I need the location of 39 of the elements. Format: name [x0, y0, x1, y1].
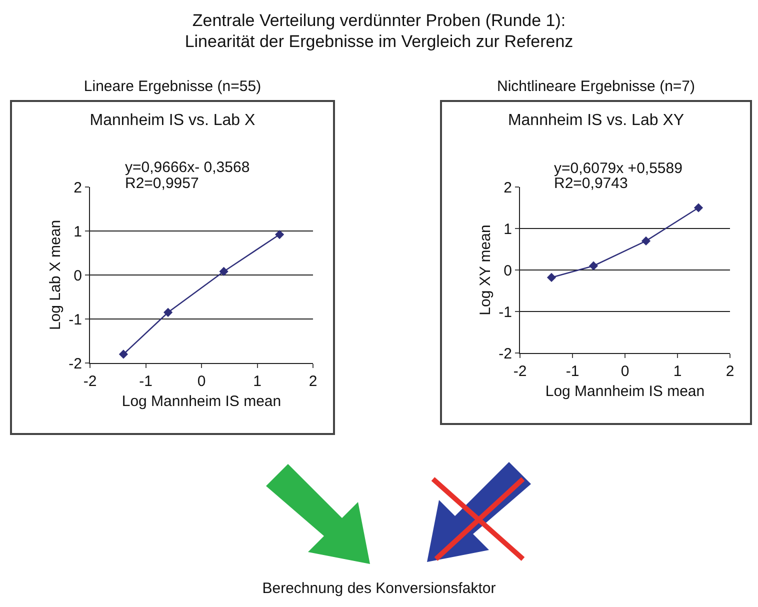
chart-title: Mannheim IS vs. Lab X	[90, 112, 256, 130]
x-tick-label: 1	[673, 363, 682, 380]
y-tick-label: 2	[504, 179, 512, 196]
point	[219, 266, 228, 276]
point	[118, 350, 128, 359]
x-tick-label: 1	[253, 373, 262, 390]
point	[546, 272, 556, 282]
text: Berechnung des Konversionsfaktor	[261, 579, 497, 599]
x-tick-label: 0	[197, 373, 206, 390]
x-tick-label: 2	[308, 373, 318, 390]
chart-subtitle: Lineare Ergebnisse (n=55)	[82, 78, 262, 97]
x-axis-title: Log Mannheim IS mean	[122, 393, 282, 410]
y-axis-title: Log Lab X mean	[46, 220, 64, 330]
chart-subtitle: Nichtlineare Ergebnisse (n=7)	[496, 78, 696, 97]
chart-title: Mannheim IS vs. Lab XY	[508, 112, 684, 130]
text: y=0,6079x +0,5589	[554, 160, 682, 177]
x-tick-label: 2	[726, 363, 734, 380]
point	[275, 230, 284, 240]
x-tick-label: -1	[566, 363, 580, 380]
y-tick-label: 1	[74, 223, 82, 240]
annotation: R2=0,9957	[125, 175, 199, 192]
y-tick-label: -2	[498, 345, 512, 362]
text: Zentrale Verteilung verdünnter Proben (Runde 1): Linearität der Ergebnisse im Vergleich zur Referenz	[184, 10, 574, 52]
y-tick-label: 2	[74, 179, 82, 196]
y-axis-title: Log XY mean	[476, 224, 494, 316]
x-tick-label: -1	[139, 373, 152, 390]
y-tick-label: -1	[68, 311, 82, 328]
y-tick-label: -1	[498, 304, 512, 321]
y-tick-label: 1	[504, 220, 512, 238]
point	[164, 308, 173, 317]
point	[694, 203, 704, 212]
point	[588, 261, 598, 270]
text: y=0,9666x- 0,3568	[125, 159, 250, 176]
y-tick-label: 0	[74, 267, 82, 284]
x-axis-title: Log Mannheim IS mean	[545, 383, 705, 400]
x-tick-label: 0	[620, 363, 630, 380]
point	[641, 236, 651, 246]
y-tick-label: 0	[504, 262, 512, 280]
annotation: R2=0,9743	[554, 175, 628, 192]
